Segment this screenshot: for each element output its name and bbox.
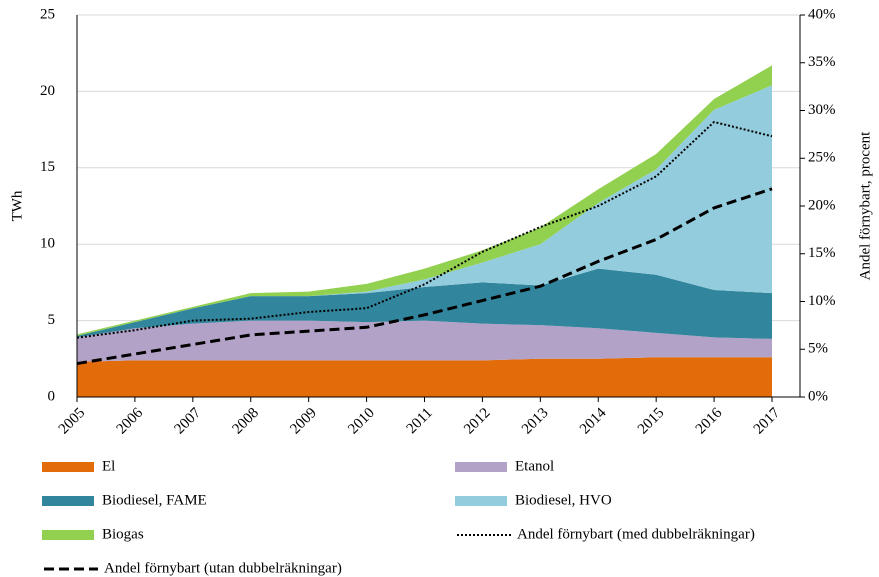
x-tick-label: 2011 — [404, 405, 436, 437]
y-tick-label: 0 — [48, 388, 56, 404]
y-tick-label: 20 — [40, 83, 55, 99]
y2-tick-label: 0% — [808, 388, 828, 404]
y2-tick-label: 20% — [808, 197, 836, 213]
y2-tick-label: 25% — [808, 150, 836, 166]
y2-tick-label: 10% — [808, 293, 836, 309]
legend-label: El — [102, 458, 115, 474]
y-tick-label: 5 — [48, 312, 56, 328]
legend-label: Etanol — [515, 458, 554, 474]
legend-swatch — [455, 496, 507, 506]
y-tick-label: 10 — [40, 236, 55, 252]
x-tick-label: 2009 — [287, 405, 320, 438]
legend-label: Biodiesel, FAME — [102, 492, 207, 508]
x-tick-label: 2008 — [229, 405, 262, 438]
legend-label: Biogas — [102, 526, 144, 542]
x-tick-label: 2005 — [56, 405, 89, 438]
x-tick-label: 2016 — [693, 405, 726, 438]
area — [77, 357, 772, 397]
x-tick-label: 2013 — [519, 405, 552, 438]
legend-label: Biodiesel, HVO — [515, 492, 612, 508]
line — [76, 187, 773, 366]
x-tick-label: 2010 — [345, 405, 378, 438]
y2-tick-label: 15% — [808, 245, 836, 261]
legend-swatch — [455, 462, 507, 472]
area — [77, 85, 772, 336]
legend-label: Andel förnybart (utan dubbelräkningar) — [104, 560, 342, 576]
line — [76, 120, 773, 339]
y2-tick-label: 40% — [808, 6, 836, 22]
x-tick-label: 2007 — [172, 405, 205, 438]
y-tick-label: 25 — [40, 6, 55, 22]
y-axis-title: TWh — [9, 190, 25, 221]
area — [77, 268, 772, 339]
x-tick-label: 2012 — [461, 405, 494, 438]
legend-label: Andel förnybart (med dubbelräkningar) — [517, 526, 755, 542]
area — [77, 320, 772, 362]
x-tick-label: 2014 — [577, 405, 610, 438]
legend-swatch — [42, 462, 94, 472]
x-tick-label: 2017 — [751, 405, 784, 438]
y2-tick-label: 35% — [808, 54, 836, 70]
y2-tick-label: 30% — [808, 102, 836, 118]
x-tick-label: 2006 — [114, 405, 147, 438]
y-tick-label: 15 — [40, 159, 55, 175]
x-tick-label: 2015 — [635, 405, 668, 438]
y2-axis-title: Andel förnybart, procent — [857, 131, 873, 281]
legend-swatch — [42, 530, 94, 540]
legend-swatch — [42, 496, 94, 506]
y2-tick-label: 5% — [808, 341, 828, 357]
